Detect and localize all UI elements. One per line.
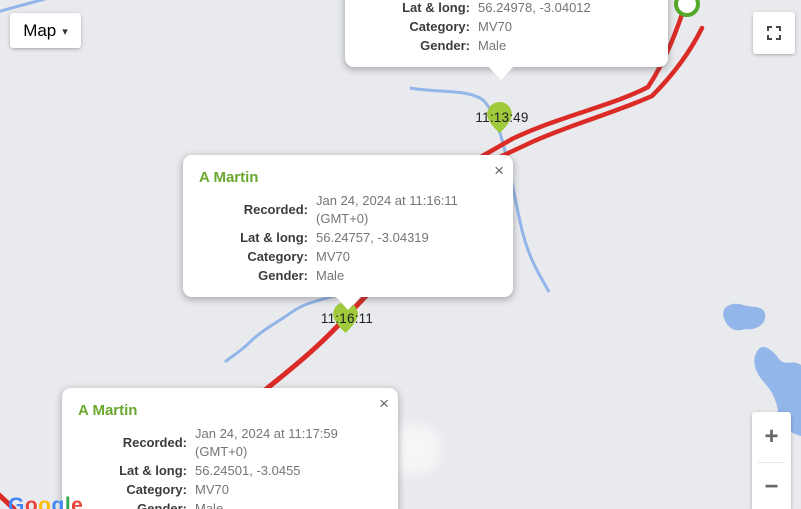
river-line bbox=[0, 0, 47, 13]
field-label: Lat & long: bbox=[402, 0, 470, 15]
route-line bbox=[471, 25, 705, 172]
info-row: Recorded: Jan 24, 2024 at 11:16:11 (GMT+… bbox=[199, 192, 497, 228]
chevron-down-icon: ▾ bbox=[62, 26, 68, 38]
field-label: Gender: bbox=[420, 38, 470, 53]
field-value: MV70 bbox=[478, 19, 512, 34]
route-line bbox=[429, 0, 690, 188]
lake-shape bbox=[723, 303, 766, 331]
info-row: Category: MV70 bbox=[78, 481, 382, 499]
field-value: MV70 bbox=[316, 249, 350, 264]
marker-time-label: 11:16:11 bbox=[320, 311, 374, 326]
popup-tail bbox=[488, 66, 514, 80]
field-label: Lat & long: bbox=[240, 230, 308, 245]
zoom-out-button[interactable]: − bbox=[752, 462, 791, 509]
info-popup-top: Recorded: (GMT+0) Lat & long: 56.24978, … bbox=[345, 0, 668, 80]
zoom-divider bbox=[758, 461, 785, 463]
info-row: Gender: Male bbox=[199, 267, 497, 285]
field-label: Gender: bbox=[137, 501, 187, 509]
route-line bbox=[0, 492, 17, 509]
field-value: Male bbox=[316, 268, 345, 283]
field-value: Male bbox=[478, 38, 507, 53]
zoom-in-button[interactable]: + bbox=[752, 412, 791, 462]
popup-title: A Martin bbox=[78, 402, 138, 419]
info-row: Category: MV70 bbox=[361, 18, 652, 36]
info-row: Lat & long: 56.24757, -3.04319 bbox=[199, 229, 497, 247]
fullscreen-icon bbox=[767, 26, 781, 40]
map-type-button[interactable]: Map ▾ bbox=[10, 13, 81, 48]
field-label: Category: bbox=[409, 19, 470, 34]
field-label: Recorded: bbox=[243, 202, 308, 217]
field-value: Jan 24, 2024 at 11:17:59 (GMT+0) bbox=[195, 426, 338, 459]
field-value: 56.24757, -3.04319 bbox=[316, 230, 429, 245]
close-icon[interactable]: × bbox=[494, 161, 504, 180]
info-popup-bottom: × A Martin Recorded: Jan 24, 2024 at 11:… bbox=[62, 388, 398, 509]
popup-tail bbox=[335, 296, 361, 310]
info-row: Recorded: Jan 24, 2024 at 11:17:59 (GMT+… bbox=[78, 425, 382, 461]
field-label: Recorded: bbox=[122, 435, 187, 450]
marker-time-label: 11:13:49 bbox=[475, 110, 529, 125]
info-row: Lat & long: 56.24501, -3.0455 bbox=[78, 462, 382, 480]
pin-icon bbox=[487, 102, 512, 133]
info-row: Gender: Male bbox=[361, 37, 652, 55]
map-pin[interactable] bbox=[487, 102, 512, 138]
field-label: Category: bbox=[126, 482, 187, 497]
info-row: Category: MV70 bbox=[199, 248, 497, 266]
field-value: 56.24501, -3.0455 bbox=[195, 463, 301, 478]
close-icon[interactable]: × bbox=[379, 394, 389, 413]
zoom-control: + − bbox=[752, 412, 791, 509]
waypoint-ring bbox=[674, 0, 700, 17]
google-logo: Google bbox=[8, 494, 84, 509]
fullscreen-button[interactable] bbox=[753, 12, 795, 54]
info-row: Lat & long: 56.24978, -3.04012 bbox=[361, 0, 652, 17]
field-label: Lat & long: bbox=[119, 463, 187, 478]
field-value: 56.24978, -3.04012 bbox=[478, 0, 591, 15]
popup-title: A Martin bbox=[199, 169, 259, 186]
field-value: Male bbox=[195, 501, 224, 509]
info-popup-middle: × A Martin Recorded: Jan 24, 2024 at 11:… bbox=[183, 155, 513, 310]
field-label: Category: bbox=[247, 249, 308, 264]
field-value: MV70 bbox=[195, 482, 229, 497]
field-label: Gender: bbox=[258, 268, 308, 283]
river-line bbox=[224, 290, 349, 364]
map-type-label: Map bbox=[23, 20, 57, 40]
field-value: Jan 24, 2024 at 11:16:11 (GMT+0) bbox=[316, 193, 458, 226]
info-row: Gender: Male bbox=[78, 500, 382, 509]
